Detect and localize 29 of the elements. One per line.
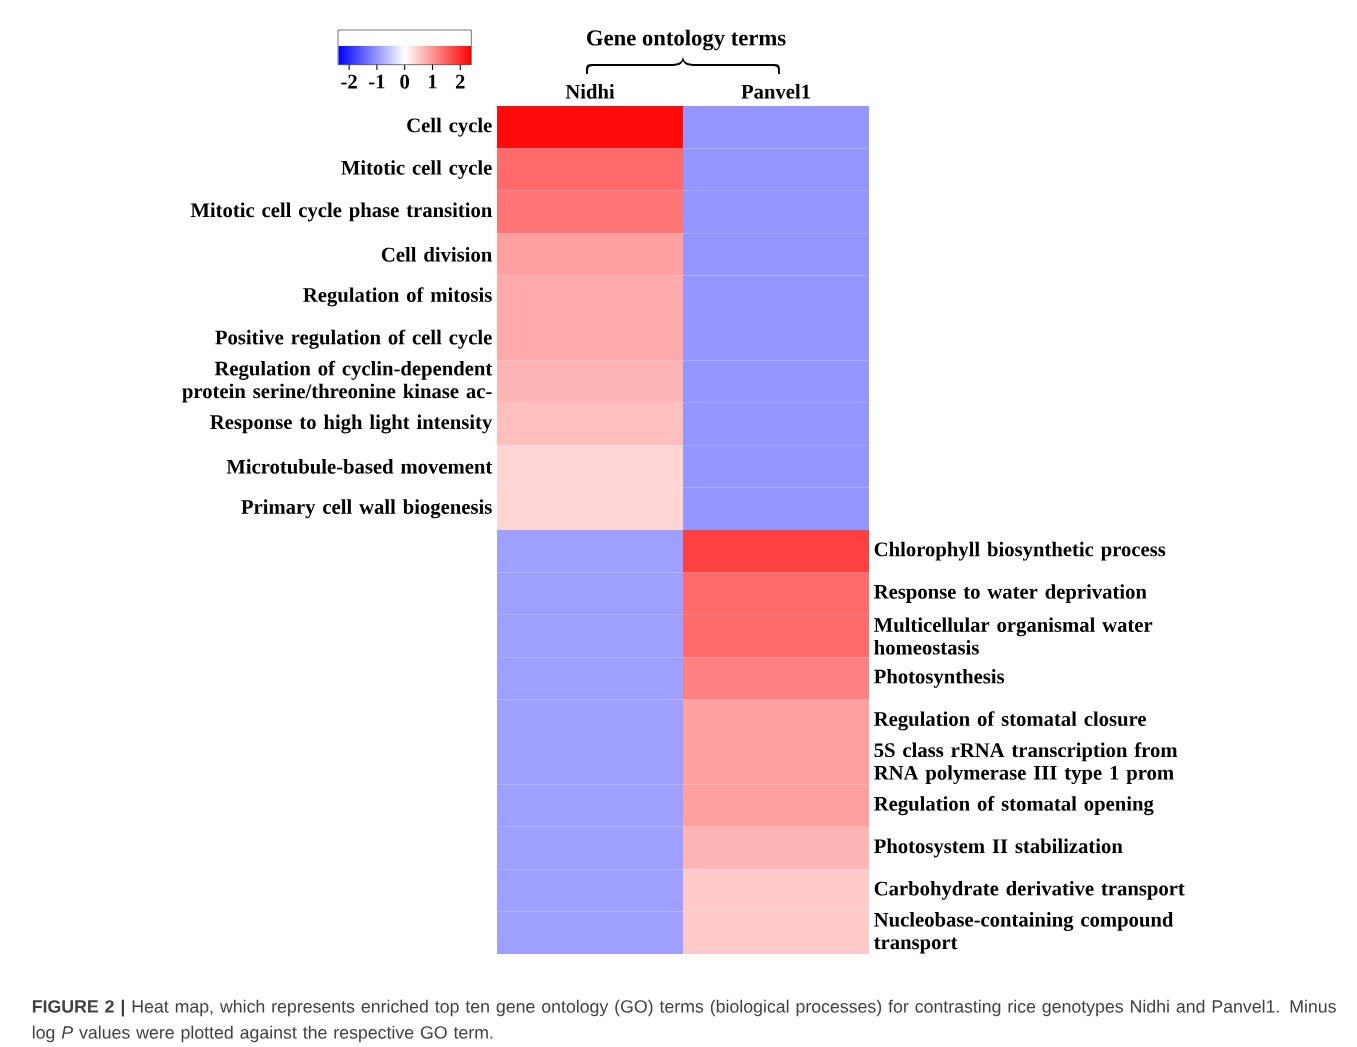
x-tick-label: Panvel1 (741, 84, 810, 99)
y2-tick-label: Multicellular organismal water homeostasis (874, 617, 1153, 655)
y2-tick-label: Carbohydrate derivative transport (874, 881, 1185, 900)
y-tick-label: Mitotic cell cycle (341, 160, 492, 180)
y-tick-label: Primary cell wall biogenesis (241, 499, 492, 519)
chart-title: Gene ontology terms (587, 29, 786, 51)
y2-tick-label: Nucleobase-containing compound transport (874, 912, 1174, 954)
y2-tick-label: 5S class rRNA transcription from RNA polymerase III type 1 prom (874, 742, 1178, 785)
y2-tick-label: Photosynthesis (874, 669, 1005, 688)
y-tick-label: Response to high light intensity (210, 414, 493, 434)
y-tick-label: Regulation of cyclin-dependent protein serine/threonine kinase ac- (182, 360, 493, 403)
y-tick-label: Regulation of mitosis (303, 287, 492, 307)
y-tick-label: Positive regulation of cell cycle (215, 329, 492, 349)
y-tick-label: Microtubule-based movement (226, 459, 493, 474)
y2-tick-label: Regulation of stomatal closure (874, 711, 1147, 731)
y-tick-label: Cell division (381, 247, 492, 262)
color-bar-label: 1 (428, 74, 437, 89)
color-bar-label: -2 (341, 74, 357, 89)
text: FIGURE 2 | Heat map, which represents enriched top ten gene ontology (GO) terms (biological processes) for contrasting rice genotypes Nidhi and Panvel1. Minus log P values were plotted against the respective GO term. (32, 999, 1336, 1043)
y-tick-label: Cell cycle (407, 117, 492, 137)
color-bar-label: 0 (400, 74, 410, 89)
y2-tick-label: Regulation of stomatal opening (874, 796, 1154, 816)
y2-tick-label: Chlorophyll biosynthetic process (874, 541, 1166, 561)
x-tick-label: Nidhi (565, 84, 615, 99)
y-tick-label: Mitotic cell cycle phase transition (190, 202, 493, 222)
color-bar-label: 2 (455, 74, 465, 89)
color-bar-label: -1 (369, 74, 385, 89)
y2-tick-label: Response to water deprivation (874, 584, 1147, 604)
y2-tick-label: Photosystem II stabilization (874, 838, 1123, 858)
